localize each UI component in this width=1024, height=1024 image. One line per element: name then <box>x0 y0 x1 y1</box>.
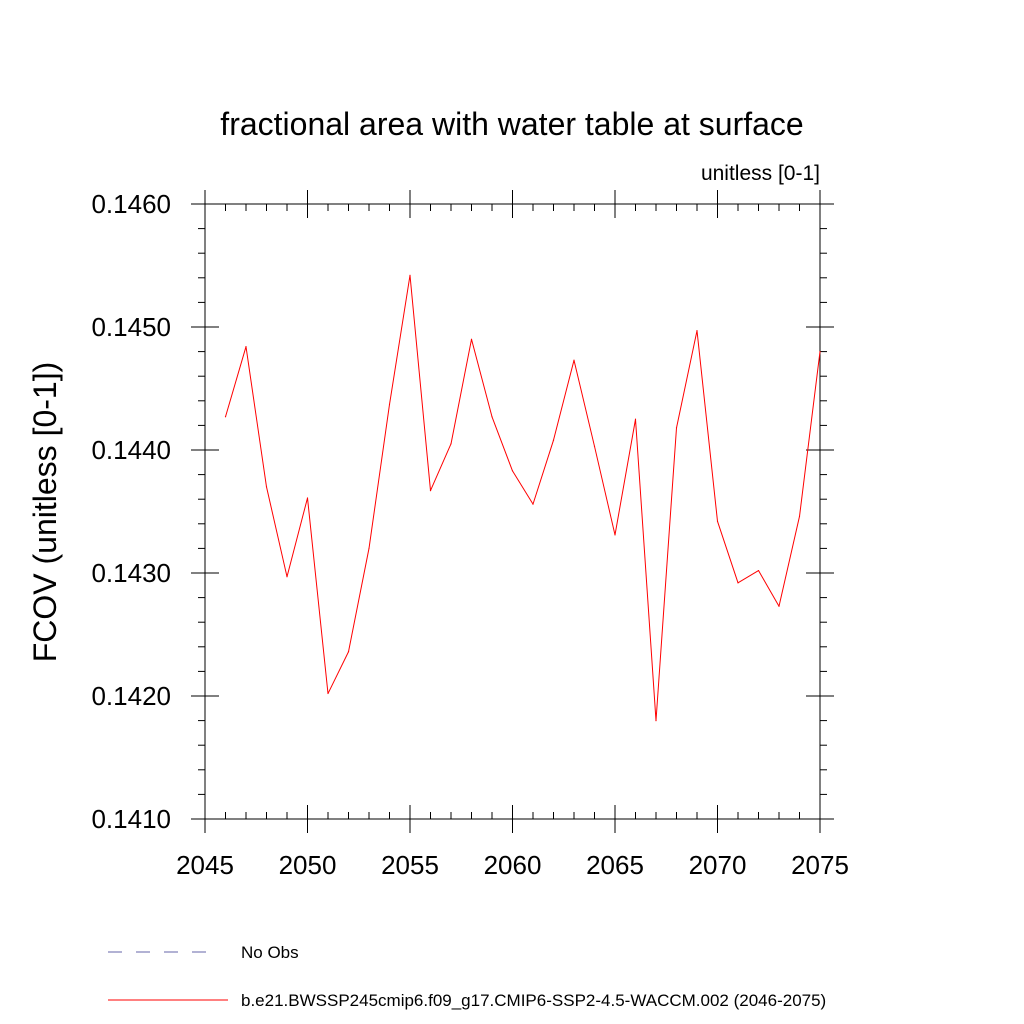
x-tick-label: 2070 <box>689 850 747 880</box>
data-point <box>573 359 575 361</box>
data-point <box>347 651 350 653</box>
data-point <box>614 534 616 536</box>
y-tick-label: 0.1460 <box>91 189 171 219</box>
x-tick-label: 2050 <box>279 850 337 880</box>
data-point <box>798 515 801 518</box>
units-label: unitless [0-1] <box>701 162 820 185</box>
x-tick-label: 2045 <box>176 850 234 880</box>
data-point <box>757 569 760 572</box>
x-tick-label: 2065 <box>586 850 644 880</box>
data-point <box>409 274 411 276</box>
data-point <box>593 445 596 447</box>
data-point <box>388 403 391 406</box>
data-point <box>429 489 432 492</box>
data-point <box>778 605 780 607</box>
axis-ticks <box>191 190 834 833</box>
data-point <box>552 439 555 441</box>
legend: No Obs b.e21.BWSSP245cmip6.f09_g17.CMIP6… <box>108 943 826 1010</box>
data-point <box>306 497 309 499</box>
y-tick-label: 0.1450 <box>91 312 171 342</box>
y-axis-label: FCOV (unitless [0-1]) <box>27 362 63 663</box>
data-point <box>511 470 514 472</box>
data-point <box>368 547 370 550</box>
data-point <box>286 576 288 578</box>
data-point <box>532 503 534 505</box>
chart-title: fractional area with water table at surf… <box>220 106 803 142</box>
data-point <box>327 692 329 695</box>
data-point <box>716 520 719 522</box>
data-point <box>819 351 821 353</box>
y-tick-label: 0.1430 <box>91 558 171 588</box>
data-point <box>696 330 698 332</box>
x-tick-label: 2075 <box>791 850 849 880</box>
x-tick-label: 2055 <box>381 850 439 880</box>
legend-label-series: b.e21.BWSSP245cmip6.f09_g17.CMIP6-SSP2-4… <box>241 991 826 1010</box>
series-line <box>225 274 821 722</box>
legend-label-no-obs: No Obs <box>241 943 299 962</box>
data-point <box>470 338 473 340</box>
data-point <box>634 418 637 420</box>
data-point <box>675 427 678 429</box>
data-point <box>450 443 452 445</box>
data-point <box>655 720 657 722</box>
y-tick-label: 0.1410 <box>91 804 171 834</box>
x-tick-label: 2060 <box>484 850 542 880</box>
data-point <box>491 416 493 418</box>
axis-tick-labels: 2045 2050 2055 2060 2065 2070 2075 0.1410 0.1420… <box>91 189 848 880</box>
data-point <box>245 346 247 348</box>
y-tick-label: 0.1440 <box>91 435 171 465</box>
data-point <box>224 416 227 418</box>
data-point <box>737 582 739 584</box>
series-layer <box>224 274 821 722</box>
plot-frame <box>204 203 821 820</box>
data-point <box>265 486 268 488</box>
y-tick-label: 0.1420 <box>91 681 171 711</box>
